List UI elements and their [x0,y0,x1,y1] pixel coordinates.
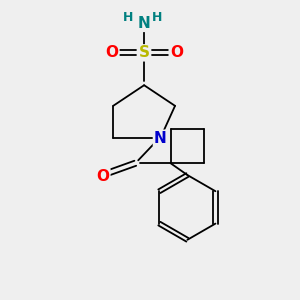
Text: O: O [170,45,183,60]
Text: N: N [154,131,167,146]
Text: S: S [139,45,150,60]
Text: O: O [96,169,110,184]
Text: O: O [105,45,118,60]
Text: H: H [152,11,163,24]
Text: H: H [123,11,133,24]
Text: N: N [138,16,151,31]
